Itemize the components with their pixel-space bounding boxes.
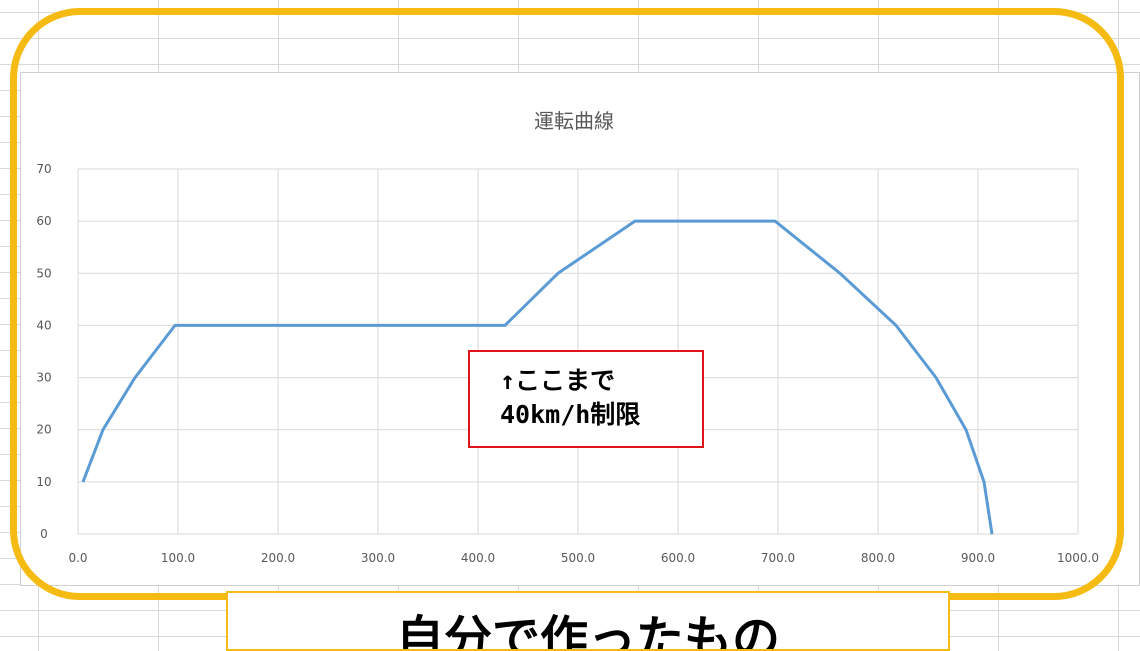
- data-point: [82, 481, 84, 483]
- gridlines: [77, 168, 1079, 535]
- data-point: [991, 533, 993, 535]
- series-line: [81, 219, 994, 535]
- speed-limit-annotation: ↑ここまで 40km/h制限: [468, 350, 704, 448]
- x-tick-label: 1000.0: [1057, 551, 1099, 565]
- y-tick-label: 60: [36, 214, 51, 228]
- x-axis-tick-labels: 0.0 100.0 200.0 300.0 400.0 500.0 600.0 700.0 80…: [68, 551, 1099, 565]
- data-point: [102, 429, 104, 431]
- y-tick-label: 20: [36, 423, 51, 437]
- x-tick-label: 300.0: [361, 551, 395, 565]
- y-axis-tick-labels: 0 10 20 30 40 50 60 70: [36, 162, 51, 541]
- y-tick-label: 10: [36, 475, 51, 489]
- chart-area: [20, 72, 1140, 586]
- x-tick-label: 700.0: [761, 551, 795, 565]
- chart-title: 運転曲線: [534, 109, 614, 133]
- data-point: [935, 377, 937, 379]
- data-point: [774, 220, 776, 222]
- y-tick-label: 50: [36, 266, 51, 280]
- bottom-caption: 自分で作ったもの: [226, 591, 950, 651]
- y-tick-label: 40: [36, 318, 51, 332]
- x-tick-label: 400.0: [461, 551, 495, 565]
- data-point: [134, 377, 136, 379]
- data-point: [504, 324, 506, 326]
- data-point: [174, 324, 176, 326]
- y-tick-label: 30: [36, 371, 51, 385]
- y-tick-label: 0: [40, 527, 48, 541]
- x-tick-label: 200.0: [261, 551, 295, 565]
- x-tick-label: 500.0: [561, 551, 595, 565]
- data-point: [895, 324, 897, 326]
- x-tick-label: 100.0: [161, 551, 195, 565]
- x-tick-label: 600.0: [661, 551, 695, 565]
- x-tick-label: 0.0: [68, 551, 87, 565]
- series: [81, 219, 994, 535]
- data-point: [634, 220, 636, 222]
- y-tick-label: 70: [36, 162, 51, 176]
- data-point: [983, 481, 985, 483]
- line-chart: 運転曲線 0 10 20 30 40 50 60 70 0.0 100.0 200.0 300.0 4…: [36, 109, 1099, 565]
- x-tick-label: 800.0: [861, 551, 895, 565]
- data-point: [965, 429, 967, 431]
- x-tick-label: 900.0: [961, 551, 995, 565]
- data-point: [839, 272, 841, 274]
- data-point: [557, 272, 559, 274]
